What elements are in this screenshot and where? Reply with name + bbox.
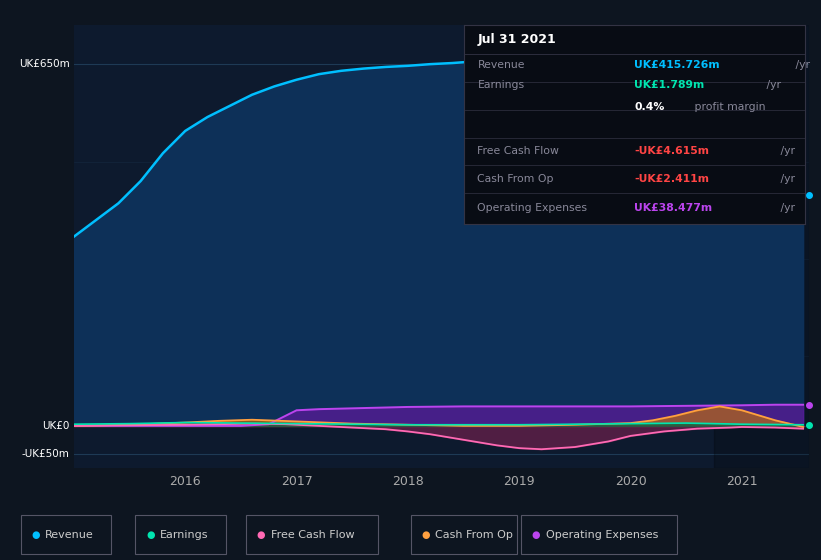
Text: UK£38.477m: UK£38.477m xyxy=(635,203,713,213)
Text: Free Cash Flow: Free Cash Flow xyxy=(271,530,355,540)
Text: ●: ● xyxy=(257,530,265,540)
Text: UK£650m: UK£650m xyxy=(19,59,70,69)
Text: ●: ● xyxy=(532,530,540,540)
Text: 0.4%: 0.4% xyxy=(635,102,664,111)
Text: -UK£50m: -UK£50m xyxy=(21,449,70,459)
Text: profit margin: profit margin xyxy=(691,102,766,111)
Text: Earnings: Earnings xyxy=(160,530,209,540)
Text: /yr: /yr xyxy=(777,203,796,213)
Text: ●: ● xyxy=(146,530,154,540)
Text: Free Cash Flow: Free Cash Flow xyxy=(478,146,559,156)
Text: -UK£4.615m: -UK£4.615m xyxy=(635,146,709,156)
Text: /yr: /yr xyxy=(777,174,796,184)
Text: Cash From Op: Cash From Op xyxy=(478,174,554,184)
Text: /yr: /yr xyxy=(791,60,810,70)
Text: Earnings: Earnings xyxy=(478,80,525,90)
Text: UK£0: UK£0 xyxy=(42,421,70,431)
Text: Revenue: Revenue xyxy=(45,530,94,540)
Text: -UK£2.411m: -UK£2.411m xyxy=(635,174,709,184)
Text: Revenue: Revenue xyxy=(478,60,525,70)
Text: UK£1.789m: UK£1.789m xyxy=(635,80,704,90)
Bar xyxy=(714,25,809,468)
Text: UK£415.726m: UK£415.726m xyxy=(635,60,720,70)
Text: Jul 31 2021: Jul 31 2021 xyxy=(478,33,557,46)
Text: Cash From Op: Cash From Op xyxy=(435,530,513,540)
Text: Operating Expenses: Operating Expenses xyxy=(546,530,658,540)
Text: ●: ● xyxy=(31,530,39,540)
Text: /yr: /yr xyxy=(777,146,796,156)
Text: ●: ● xyxy=(421,530,429,540)
Text: /yr: /yr xyxy=(763,80,781,90)
Text: Operating Expenses: Operating Expenses xyxy=(478,203,588,213)
